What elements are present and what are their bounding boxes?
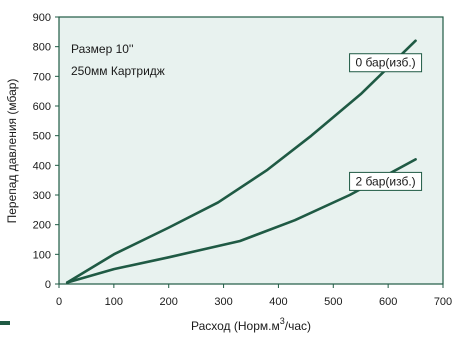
series-label: 2 бар(изб.) (355, 174, 415, 188)
y-tick-label: 0 (45, 279, 51, 291)
x-tick-label: 700 (434, 296, 452, 308)
x-tick-label: 300 (214, 296, 232, 308)
note-cartridge: 250мм Картридж (71, 64, 165, 78)
y-tick-label: 200 (33, 220, 51, 232)
y-axis-ticks: 0 100 200 300 400 500 600 700 800 900 (33, 12, 59, 291)
note-size: Размер 10'' (71, 42, 134, 56)
x-tick-label: 0 (56, 296, 62, 308)
series-group: 0 бар(изб.) 2 бар(изб.) (65, 39, 423, 284)
series-line-0 (65, 39, 417, 284)
y-tick-label: 500 (33, 131, 51, 143)
x-tick-label: 600 (379, 296, 397, 308)
series-line-1 (65, 158, 417, 284)
y-tick-label: 400 (33, 160, 51, 172)
x-axis-title: Расход (Норм.м3/час) (191, 316, 311, 333)
y-axis-title: Перепад давления (мбар) (5, 79, 19, 224)
series-label: 0 бар(изб.) (355, 56, 415, 70)
y-tick-label: 800 (33, 42, 51, 54)
y-tick-label: 300 (33, 190, 51, 202)
chart-notes: Размер 10'' 250мм Картридж (71, 42, 165, 78)
y-tick-label: 100 (33, 249, 51, 261)
x-tick-label: 500 (324, 296, 342, 308)
x-axis-ticks: 0 100 200 300 400 500 600 700 (56, 284, 452, 308)
x-tick-label: 100 (105, 296, 123, 308)
series-label-box (349, 171, 423, 191)
y-tick-label: 900 (33, 12, 51, 24)
y-tick-label: 700 (33, 71, 51, 83)
x-tick-label: 400 (269, 296, 287, 308)
corner-mark (0, 321, 10, 325)
series-label-box (349, 53, 423, 73)
y-tick-label: 600 (33, 101, 51, 113)
x-tick-label: 200 (160, 296, 178, 308)
